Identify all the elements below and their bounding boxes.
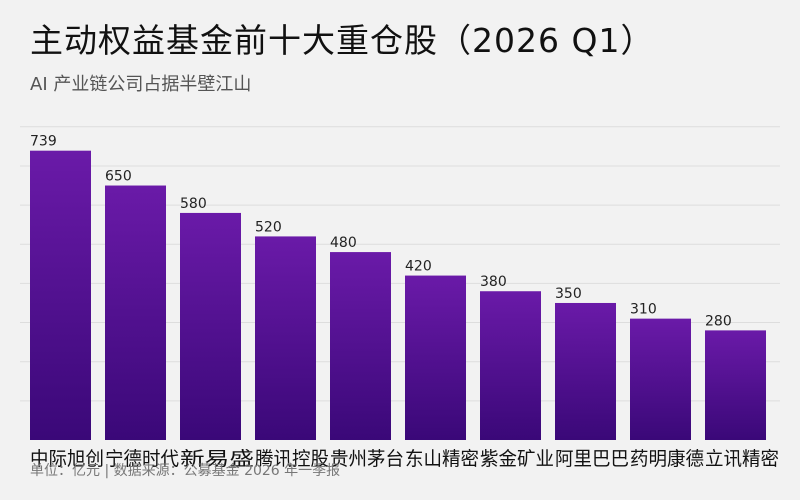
- bar: [180, 212, 241, 440]
- bar: [480, 291, 541, 440]
- bar: [705, 330, 766, 440]
- category-label: 宁德时代: [105, 448, 179, 470]
- category-label: 中际旭创: [30, 448, 104, 470]
- bar-value-label: 350: [555, 286, 582, 302]
- bar: [330, 252, 391, 440]
- bar: [405, 275, 466, 440]
- category-label: 贵州茅台: [330, 448, 404, 470]
- bar-value-label: 380: [480, 274, 507, 290]
- bar-value-label: 739: [30, 134, 57, 150]
- bar-value-label: 650: [105, 169, 132, 185]
- bar-value-label: 280: [705, 313, 732, 329]
- bar: [105, 185, 166, 440]
- bar: [255, 236, 316, 440]
- category-label: 紫金矿业: [480, 448, 554, 470]
- bar: [30, 150, 91, 440]
- bar-value-label: 310: [630, 302, 657, 318]
- category-label: 立讯精密: [705, 448, 779, 470]
- category-label: 东山精密: [405, 448, 479, 470]
- source-footnote: 单位：亿元 | 数据来源：公募基金 2026 年一季报: [30, 463, 341, 479]
- bar-value-label: 520: [255, 219, 282, 235]
- category-label: 药明康德: [630, 448, 704, 470]
- chart-subtitle: AI 产业链公司占据半壁江山: [30, 74, 252, 95]
- bars: [30, 150, 766, 440]
- category-label: 腾讯控股: [255, 448, 329, 470]
- category-labels: 中际旭创 宁德时代 新易盛 腾讯控股 贵州茅台 东山精密 紫金矿业 阿里巴巴 药明康德 立讯精密: [30, 448, 779, 470]
- category-label: 新易盛: [180, 448, 254, 470]
- bar: [555, 302, 616, 440]
- category-label: 阿里巴巴: [555, 448, 629, 470]
- bar-value-label: 420: [405, 259, 432, 275]
- bar-value-label: 580: [180, 196, 207, 212]
- chart-title: 主动权益基金前十大重仓股（2026 Q1）: [30, 21, 655, 60]
- value-labels: 739 650 580 520 480 420 380 350 310 280: [30, 134, 732, 330]
- bar-value-label: 480: [330, 235, 357, 251]
- bar: [630, 318, 691, 440]
